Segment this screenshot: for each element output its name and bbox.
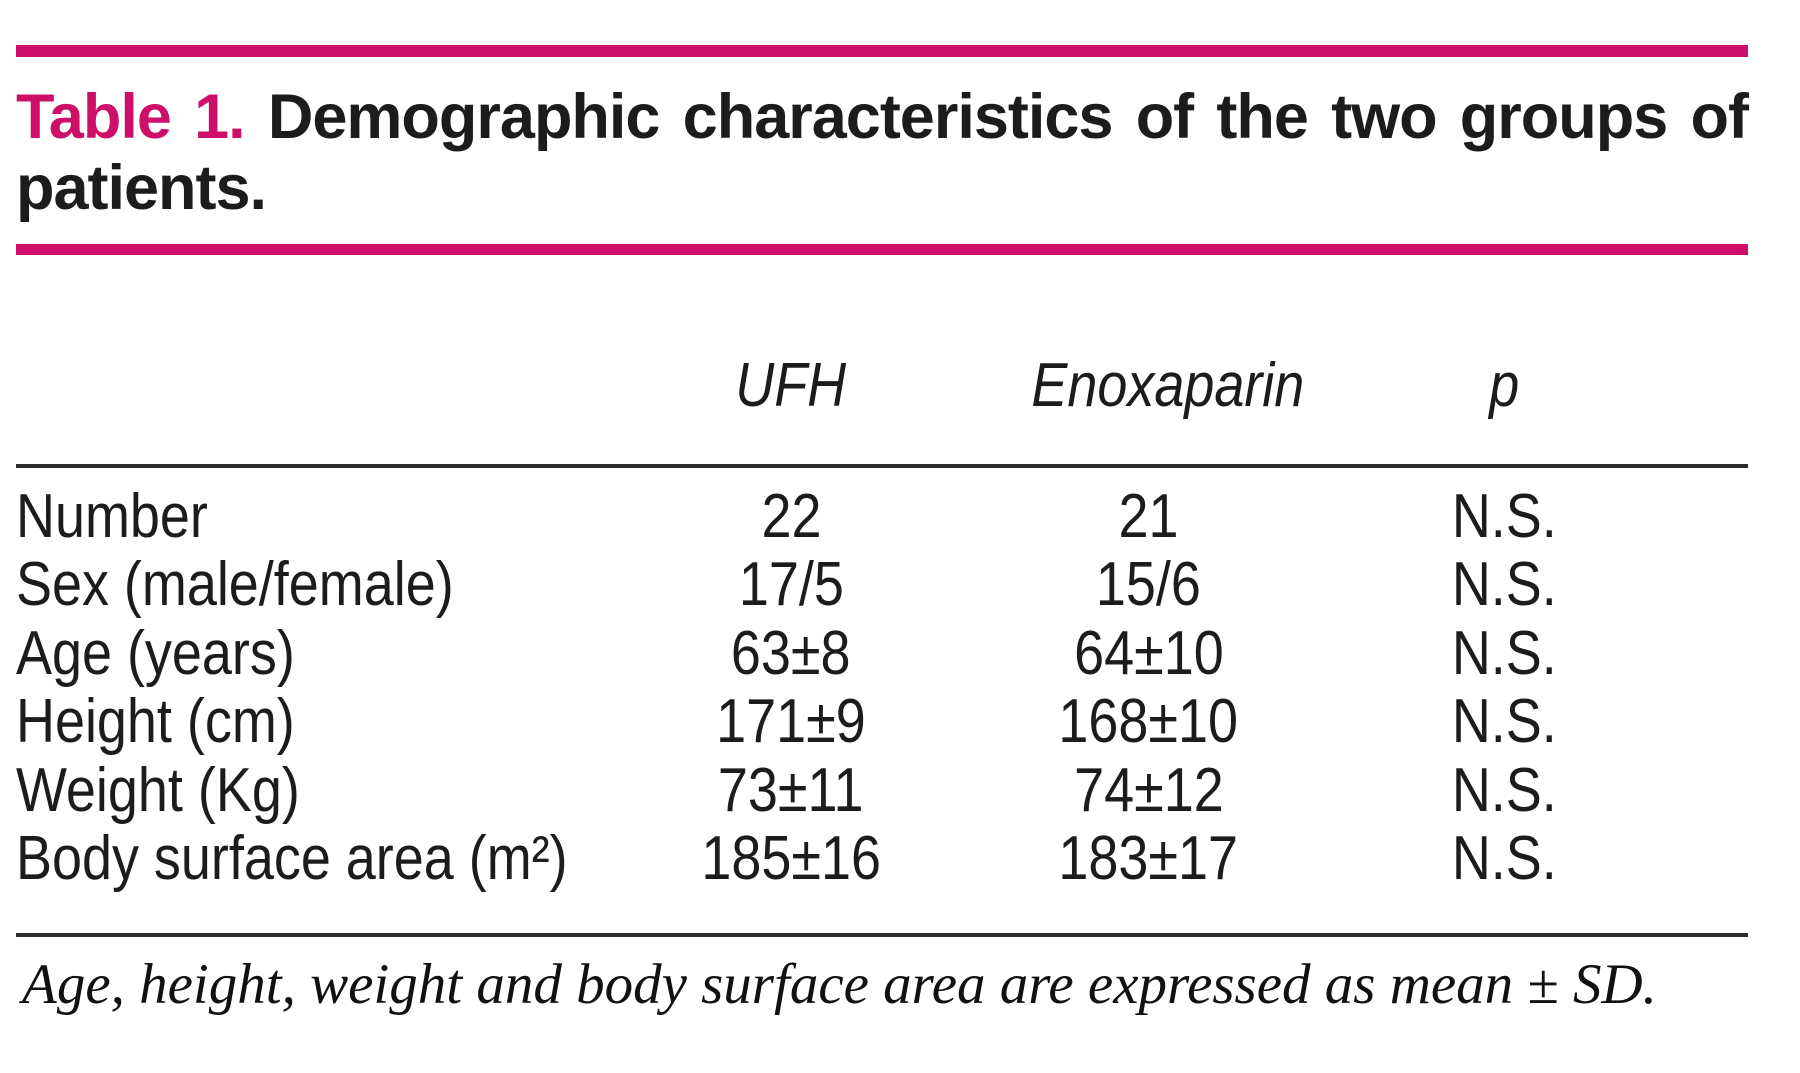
top-accent-rule xyxy=(16,45,1748,57)
header-ufh: UFH xyxy=(571,350,1011,421)
cell-enoxaparin-value: 183±17 xyxy=(1058,824,1239,894)
cell-enoxaparin: 183±17 xyxy=(1011,823,1286,894)
row-label: Weight (Kg) xyxy=(16,755,571,826)
row-label-text: Weight (Kg) xyxy=(16,755,300,825)
cell-enoxaparin: 21 xyxy=(1011,481,1286,552)
row-label-text: Body surface area (m²) xyxy=(16,824,568,894)
cell-p-value: N.S. xyxy=(1451,618,1557,688)
table-caption: Table 1. Demographic characteristics of … xyxy=(16,82,1749,224)
table-row: Weight (Kg) 73±11 74±12 N.S. xyxy=(16,756,1748,825)
cell-p-value: N.S. xyxy=(1451,481,1557,551)
row-label-text: Number xyxy=(16,481,208,551)
row-label: Body surface area (m²) xyxy=(16,823,571,894)
cell-p: N.S. xyxy=(1286,481,1748,552)
cell-p: N.S. xyxy=(1286,686,1748,757)
row-label: Number xyxy=(16,481,571,552)
table-number-label: Table 1. xyxy=(16,82,246,152)
table-row: Height (cm) 171±9 168±10 N.S. xyxy=(16,686,1748,757)
row-label-text: Sex (male/female) xyxy=(16,550,454,620)
cell-ufh-value: 22 xyxy=(760,481,822,551)
cell-ufh: 171±9 xyxy=(571,686,1011,757)
header-p: p xyxy=(1286,350,1748,421)
cell-ufh: 17/5 xyxy=(571,549,1011,620)
cell-p-value: N.S. xyxy=(1451,687,1557,757)
cell-p: N.S. xyxy=(1286,549,1748,620)
cell-ufh: 22 xyxy=(571,481,1011,552)
table-caption-text: Demographic characteristics of the two g… xyxy=(267,82,1749,152)
table-header-row: UFH Enoxaparin p xyxy=(16,335,1748,435)
cell-ufh-value: 17/5 xyxy=(738,550,844,620)
caption-bottom-accent-rule xyxy=(16,244,1748,255)
row-label: Height (cm) xyxy=(16,686,571,757)
cell-enoxaparin-value: 64±10 xyxy=(1073,618,1224,688)
cell-p: N.S. xyxy=(1286,618,1748,689)
cell-p-value: N.S. xyxy=(1451,550,1557,620)
row-label-text: Height (cm) xyxy=(16,687,295,757)
row-label: Age (years) xyxy=(16,618,571,689)
cell-p: N.S. xyxy=(1286,755,1748,826)
header-enoxaparin-label: Enoxaparin xyxy=(1031,350,1305,420)
row-label-text: Age (years) xyxy=(16,618,295,688)
demographics-table-body: Number 22 21 N.S. Sex (male/female) 17/5… xyxy=(16,482,1748,894)
cell-ufh: 185±16 xyxy=(571,823,1011,894)
row-label: Sex (male/female) xyxy=(16,549,571,620)
cell-enoxaparin: 64±10 xyxy=(1011,618,1286,689)
cell-enoxaparin-value: 74±12 xyxy=(1073,755,1224,825)
cell-p-value: N.S. xyxy=(1451,755,1557,825)
table-row: Number 22 21 N.S. xyxy=(16,482,1748,551)
cell-enoxaparin: 168±10 xyxy=(1011,686,1286,757)
table-row: Sex (male/female) 17/5 15/6 N.S. xyxy=(16,549,1748,620)
cell-p-value: N.S. xyxy=(1451,824,1557,894)
cell-ufh-value: 185±16 xyxy=(701,824,881,894)
cell-ufh: 73±11 xyxy=(571,755,1011,826)
header-divider-rule xyxy=(16,464,1748,468)
header-enoxaparin: Enoxaparin xyxy=(1011,350,1304,421)
cell-ufh: 63±8 xyxy=(571,618,1011,689)
table-row: Age (years) 63±8 64±10 N.S. xyxy=(16,619,1748,688)
table-row: Body surface area (m²) 185±16 183±17 N.S… xyxy=(16,823,1748,894)
header-p-label: p xyxy=(1488,350,1519,420)
header-ufh-label: UFH xyxy=(735,350,847,420)
cell-enoxaparin-value: 21 xyxy=(1118,481,1179,551)
cell-enoxaparin: 15/6 xyxy=(1011,549,1286,620)
cell-enoxaparin: 74±12 xyxy=(1011,755,1286,826)
table-footnote: Age, height, weight and body surface are… xyxy=(22,953,1657,1016)
cell-ufh-value: 63±8 xyxy=(731,618,851,688)
table-caption-line2: patients. xyxy=(16,153,267,223)
cell-ufh-value: 171±9 xyxy=(716,687,866,757)
footer-divider-rule xyxy=(16,933,1748,937)
cell-p: N.S. xyxy=(1286,823,1748,894)
table-caption-line1: Table 1. Demographic characteristics of … xyxy=(16,82,1749,153)
cell-ufh-value: 73±11 xyxy=(718,755,864,825)
cell-enoxaparin-value: 15/6 xyxy=(1095,550,1201,620)
cell-enoxaparin-value: 168±10 xyxy=(1058,687,1239,757)
